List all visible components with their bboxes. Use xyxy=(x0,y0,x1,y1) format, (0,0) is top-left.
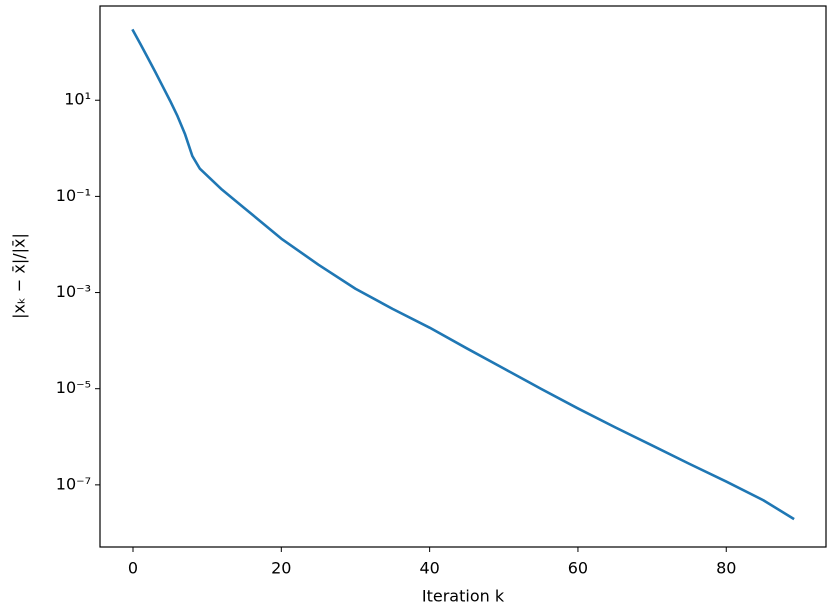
x-tick-label: 60 xyxy=(568,559,588,578)
x-tick-label: 20 xyxy=(271,559,291,578)
y-tick-label: 10¹ xyxy=(64,90,91,109)
y-tick-label: 10⁻⁷ xyxy=(56,474,91,493)
y-tick-label: 10⁻³ xyxy=(56,282,91,301)
x-tick-label: 80 xyxy=(716,559,736,578)
y-tick-label: 10⁻⁵ xyxy=(56,378,91,397)
x-axis-label: Iteration k xyxy=(422,587,505,606)
plot-frame xyxy=(99,5,827,548)
x-tick-label: 0 xyxy=(128,559,138,578)
line-series xyxy=(131,28,795,521)
y-tick-label: 10⁻¹ xyxy=(56,186,91,205)
y-axis-label: |xₖ − x̄|/|x̄| xyxy=(10,233,29,319)
x-tick-label: 40 xyxy=(419,559,439,578)
